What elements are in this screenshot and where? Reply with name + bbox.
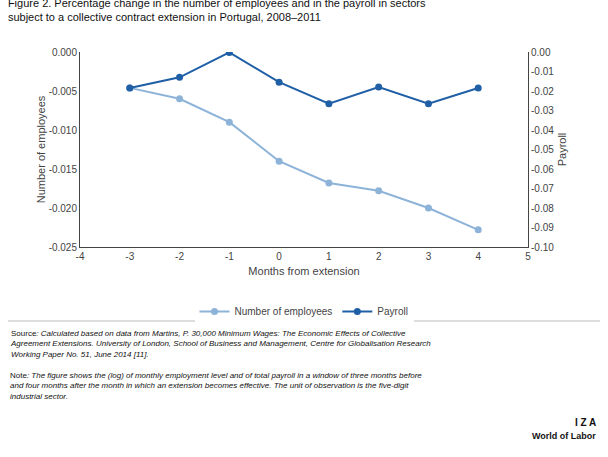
svg-text:0.000: 0.000 bbox=[52, 47, 77, 58]
svg-text:-0.06: -0.06 bbox=[531, 164, 554, 175]
svg-text:0.00: 0.00 bbox=[531, 47, 551, 58]
svg-text:-0.025: -0.025 bbox=[49, 242, 78, 253]
svg-text:Source: Calculated based on da: Source: Calculated based on data from Ma… bbox=[10, 329, 431, 359]
svg-text:Figure 2. Percentage change in: Figure 2. Percentage change in the numbe… bbox=[8, 0, 426, 23]
svg-text:-0.020: -0.020 bbox=[49, 203, 78, 214]
svg-text:-0.08: -0.08 bbox=[531, 203, 554, 214]
svg-text:Number of employees: Number of employees bbox=[235, 306, 333, 317]
svg-text:Payroll: Payroll bbox=[377, 306, 408, 317]
svg-text:-0.07: -0.07 bbox=[531, 183, 554, 194]
svg-text:5: 5 bbox=[525, 251, 531, 262]
svg-text:4: 4 bbox=[475, 251, 481, 262]
svg-text:1: 1 bbox=[326, 251, 332, 262]
svg-text:-0.02: -0.02 bbox=[531, 86, 554, 97]
svg-text:-0.01: -0.01 bbox=[531, 66, 554, 77]
svg-text:-0.05: -0.05 bbox=[531, 144, 554, 155]
svg-text:Months from extension: Months from extension bbox=[248, 265, 359, 277]
svg-text:-2: -2 bbox=[175, 251, 184, 262]
svg-text:-0.09: -0.09 bbox=[531, 222, 554, 233]
svg-text:-0.015: -0.015 bbox=[49, 164, 78, 175]
svg-text:World of Labor: World of Labor bbox=[532, 431, 596, 441]
svg-text:3: 3 bbox=[426, 251, 432, 262]
svg-text:-0.005: -0.005 bbox=[49, 86, 78, 97]
svg-text:I Z A: I Z A bbox=[575, 417, 596, 428]
svg-text:-1: -1 bbox=[225, 251, 234, 262]
svg-text:-0.04: -0.04 bbox=[531, 125, 554, 136]
svg-text:-0.03: -0.03 bbox=[531, 105, 554, 116]
svg-text:2: 2 bbox=[376, 251, 382, 262]
svg-text:-0.10: -0.10 bbox=[531, 242, 554, 253]
svg-text:-4: -4 bbox=[76, 251, 85, 262]
svg-text:Number of employees: Number of employees bbox=[35, 95, 47, 203]
svg-text:Note: The figure shows the (lo: Note: The figure shows the (log) of mont… bbox=[10, 371, 422, 401]
svg-text:Payroll: Payroll bbox=[556, 133, 568, 167]
svg-text:0: 0 bbox=[276, 251, 282, 262]
svg-text:-0.010: -0.010 bbox=[49, 125, 78, 136]
svg-text:-3: -3 bbox=[125, 251, 134, 262]
